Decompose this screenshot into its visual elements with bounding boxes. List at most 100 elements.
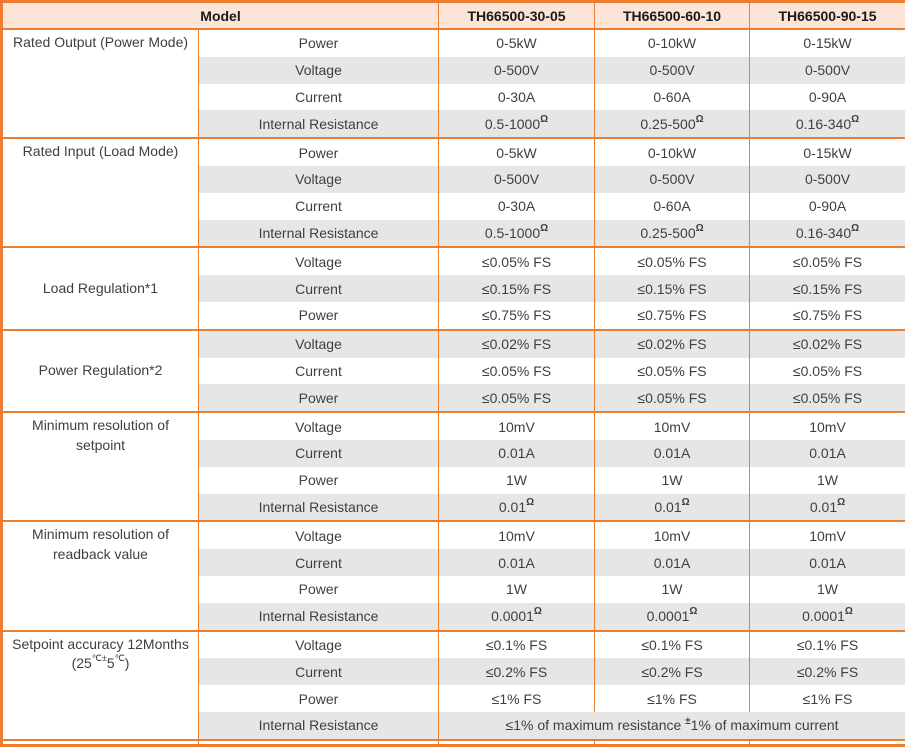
text-segment: 1W (817, 472, 838, 488)
value-cell: 1W (439, 576, 595, 603)
text-segment: 1W (662, 581, 683, 597)
text-segment: Rated Output (Power Mode) (13, 34, 188, 50)
text-segment: Power Regulation*2 (39, 362, 163, 378)
column-header-model-3: TH66500-90-15 (750, 2, 905, 30)
group-label-line: Rated Output (Power Mode) (5, 33, 196, 53)
value-cell: ≤1% FS (750, 685, 905, 712)
param-cell: Current (199, 658, 439, 685)
value-cell: ≤1% of maximum resistance ±1% of maximum… (439, 712, 905, 740)
param-cell: Current (199, 358, 439, 385)
value-cell: ≤0.05% FS (439, 247, 595, 275)
text-segment: 0.5-1000 (485, 116, 540, 132)
text-segment: ≤0.05% FS (482, 363, 551, 379)
text-segment: 10mV (654, 528, 691, 544)
text-segment: 0-500V (805, 62, 850, 78)
superscript: Ω (696, 114, 704, 125)
value-cell: ≤0.75% FS (595, 302, 750, 330)
text-segment: ≤1% of maximum resistance (506, 717, 686, 733)
text-segment: ≤0.15% FS (482, 281, 551, 297)
value-cell: 0.0001Ω (750, 603, 905, 631)
param-cell: Voltage (199, 631, 439, 659)
value-cell: 0-500V (439, 166, 595, 193)
text-segment: 0-30A (498, 198, 535, 214)
value-cell: ≤1% FS (595, 685, 750, 712)
value-cell: 0-30A (439, 193, 595, 220)
cropped-next-row (2, 740, 905, 746)
superscript: ℃ (115, 653, 125, 663)
text-segment: ≤0.05% FS (482, 254, 551, 270)
text-segment: 10mV (498, 528, 535, 544)
param-cell: Power (199, 302, 439, 330)
value-cell: 0-500V (750, 166, 905, 193)
value-cell: ≤0.1% FS (439, 631, 595, 659)
group-label-cell: Setpoint accuracy 12Months(25℃±5℃) (2, 631, 199, 740)
param-cell: Internal Resistance (199, 603, 439, 631)
superscript: Ω (845, 606, 853, 617)
value-cell: ≤0.05% FS (595, 247, 750, 275)
param-cell: Power (199, 467, 439, 494)
value-cell: 0.0001Ω (595, 603, 750, 631)
superscript: Ω (526, 497, 534, 508)
text-segment: ≤0.75% FS (637, 307, 706, 323)
group-label-line: Power Regulation*2 (5, 361, 196, 381)
value-cell: ≤0.1% FS (750, 631, 905, 659)
value-cell: 0-5kW (439, 29, 595, 57)
text-segment: setpoint (76, 437, 125, 453)
param-cell: Voltage (199, 330, 439, 358)
text-segment: 1W (506, 472, 527, 488)
group-label-cell: Load Regulation*1 (2, 247, 199, 329)
param-cell: Internal Resistance (199, 494, 439, 522)
text-segment: Rated Input (Load Mode) (23, 143, 179, 159)
value-cell: ≤0.05% FS (750, 358, 905, 385)
superscript: Ω (837, 497, 845, 508)
param-cell: Voltage (199, 412, 439, 440)
value-cell: 10mV (595, 521, 750, 549)
text-segment: 10mV (654, 419, 691, 435)
text-segment: ≤0.2% FS (641, 664, 702, 680)
param-cell: Power (199, 576, 439, 603)
text-segment: 0-90A (809, 89, 846, 105)
text-segment: 0-500V (494, 62, 539, 78)
value-cell: 1W (750, 467, 905, 494)
group-label-line: Minimum resolution of (5, 416, 196, 436)
text-segment: 0.01A (809, 445, 846, 461)
text-segment: ≤0.75% FS (482, 307, 551, 323)
text-segment: ≤0.1% FS (797, 637, 858, 653)
superscript: Ω (682, 497, 690, 508)
value-cell: 0-15kW (750, 138, 905, 166)
text-segment: 0.16-340 (796, 116, 851, 132)
text-segment: 0.01A (809, 555, 846, 571)
text-segment: 0-500V (649, 171, 694, 187)
value-cell: ≤0.05% FS (750, 384, 905, 412)
text-segment: 0-30A (498, 89, 535, 105)
value-cell: 0.01Ω (439, 494, 595, 522)
superscript: Ω (851, 114, 859, 125)
cropped-cell (439, 740, 595, 746)
text-segment: ≤0.15% FS (793, 281, 862, 297)
text-segment: 1% of maximum current (691, 717, 839, 733)
value-cell: ≤0.02% FS (439, 330, 595, 358)
value-cell: 0.01A (439, 549, 595, 576)
text-segment: ≤0.05% FS (637, 363, 706, 379)
text-segment: 0.25-500 (640, 225, 695, 241)
group-label-cell: Rated Output (Power Mode) (2, 29, 199, 138)
text-segment: 0-5kW (496, 145, 536, 161)
text-segment: 0.01A (498, 445, 535, 461)
text-segment: 0.0001 (491, 608, 534, 624)
text-segment: readback value (53, 546, 148, 562)
value-cell: 0.25-500Ω (595, 220, 750, 248)
text-segment: ≤0.05% FS (637, 390, 706, 406)
cropped-cell (595, 740, 750, 746)
text-segment: 0-90A (809, 198, 846, 214)
text-segment: (25 (72, 655, 92, 671)
text-segment: ≤1% FS (492, 691, 542, 707)
value-cell: ≤0.05% FS (595, 384, 750, 412)
group-label-line: (25℃±5℃) (5, 654, 196, 674)
spec-row: Setpoint accuracy 12Months(25℃±5℃)Voltag… (2, 631, 905, 659)
param-cell: Voltage (199, 57, 439, 84)
text-segment: Setpoint accuracy 12Months (12, 636, 189, 652)
text-segment: Minimum resolution of (32, 526, 169, 542)
